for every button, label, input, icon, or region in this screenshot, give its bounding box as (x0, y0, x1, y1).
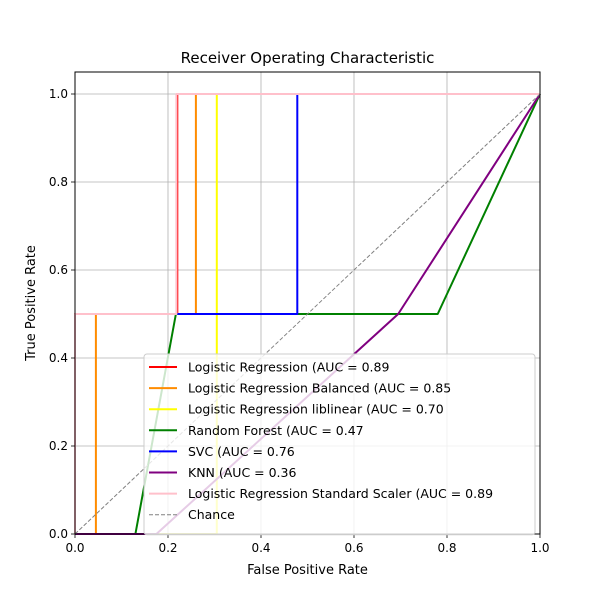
x-tick-label: 0.6 (344, 541, 363, 555)
legend: Logistic Regression (AUC = 0.89 Logistic … (143, 353, 536, 536)
x-tick-label: 0.2 (158, 541, 177, 555)
legend-entry: Logistic Regression (AUC = 0.89 (188, 360, 389, 375)
series-line-chance (74, 93, 541, 535)
legend-entry: SVC (AUC = 0.76 (188, 444, 295, 459)
x-tick-label: 0.4 (251, 541, 270, 555)
legend-entry: Random Forest (AUC = 0.47 (188, 423, 364, 438)
legend-entry: KNN (AUC = 0.36 (188, 465, 296, 480)
y-axis-ticks: 0.0 0.2 0.4 0.6 0.8 1.0 (49, 87, 75, 541)
legend-entry: Logistic Regression Balanced (AUC = 0.85 (188, 381, 451, 396)
y-tick-label: 0.4 (49, 351, 68, 365)
legend-entry: Chance (188, 507, 235, 522)
y-tick-label: 1.0 (49, 87, 68, 101)
y-tick-label: 0.0 (49, 527, 68, 541)
y-tick-label: 0.8 (49, 175, 68, 189)
y-tick-label: 0.2 (49, 439, 68, 453)
x-axis-ticks: 0.0 0.2 0.4 0.6 0.8 1.0 (65, 534, 550, 555)
legend-entry: Logistic Regression Standard Scaler (AUC… (188, 486, 493, 501)
legend-box (143, 353, 536, 536)
chart-title: Receiver Operating Characteristic (181, 49, 435, 67)
x-tick-label: 0.8 (437, 541, 456, 555)
x-tick-label: 0.0 (65, 541, 84, 555)
y-tick-label: 0.6 (49, 263, 68, 277)
legend-entry: Logistic Regression liblinear (AUC = 0.7… (188, 402, 444, 417)
y-axis-label: True Positive Rate (24, 245, 39, 362)
x-tick-label: 1.0 (530, 541, 549, 555)
x-axis-label: False Positive Rate (247, 563, 368, 578)
